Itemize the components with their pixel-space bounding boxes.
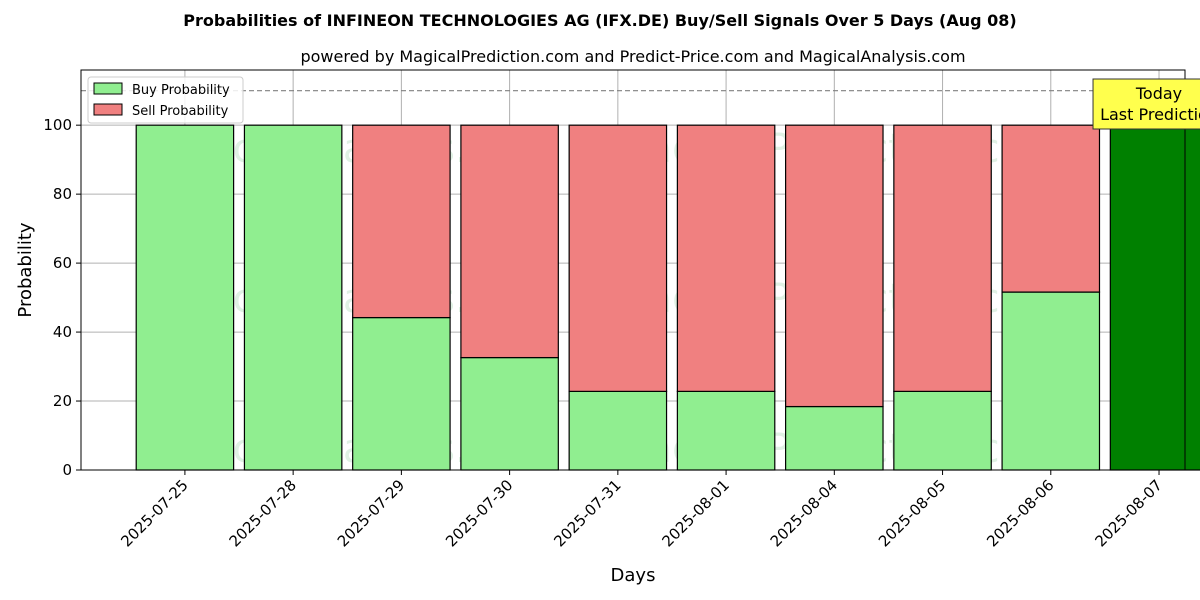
y-tick-label: 40 [53, 323, 72, 341]
sell-bar [1001, 124, 1101, 293]
x-tick-label: 2025-07-25 [117, 476, 191, 550]
buy-bar [1109, 124, 1200, 471]
buy-bar [460, 356, 559, 471]
x-tick-label: 2025-08-04 [767, 476, 841, 550]
x-tick-label: 2025-07-29 [334, 476, 408, 550]
x-tick-label: 2025-08-01 [659, 476, 733, 550]
y-tick-label: 80 [53, 185, 72, 203]
plot-frame [80, 69, 1186, 471]
legend-box [87, 76, 244, 124]
legend-label-sell: Sell Probability [132, 104, 229, 119]
buy-bar [352, 316, 451, 471]
buy-bar [785, 405, 884, 471]
legend-swatch-sell [93, 103, 123, 116]
annotation-line-1: Today [1135, 84, 1182, 103]
sell-bar [460, 124, 559, 359]
sell-bar [676, 124, 776, 392]
x-tick-label: 2025-08-06 [983, 476, 1057, 550]
x-tick-label: 2025-07-30 [442, 476, 516, 550]
legend-swatch-buy [93, 82, 123, 95]
buy-bar [1001, 291, 1101, 471]
annotation-line-2: Last Prediction [1100, 105, 1200, 124]
y-tick-label: 60 [53, 254, 72, 272]
x-tick-label: 2025-07-28 [226, 476, 300, 550]
y-tick-label: 0 [62, 461, 72, 479]
x-tick-label: 2025-08-05 [875, 476, 949, 550]
buy-bar [243, 124, 343, 471]
bars-layer [135, 124, 1200, 471]
x-tick-label: 2025-07-31 [550, 476, 624, 550]
annotation-box [1092, 78, 1200, 130]
buy-bar [676, 390, 776, 471]
legend: Buy Probability Sell Probability [87, 76, 244, 124]
sell-bar [568, 124, 668, 392]
sell-bar [893, 124, 992, 392]
buy-bar [893, 390, 992, 471]
sell-bar [785, 124, 884, 408]
sell-bar [352, 124, 451, 319]
chart-title: Probabilities of INFINEON TECHNOLOGIES A… [183, 11, 1016, 30]
buy-bar [568, 390, 668, 471]
legend-label-buy: Buy Probability [132, 83, 230, 98]
y-tick-label: 20 [53, 392, 72, 410]
x-axis-label: Days [611, 565, 656, 586]
y-tick-label: 100 [43, 116, 72, 134]
buy-bar [135, 124, 235, 471]
today-annotation: Today Last Prediction [1092, 78, 1200, 130]
y-axis-label: Probability [15, 222, 36, 317]
chart-subtitle: powered by MagicalPrediction.com and Pre… [300, 47, 965, 66]
x-tick-label: 2025-08-07 [1091, 476, 1165, 550]
